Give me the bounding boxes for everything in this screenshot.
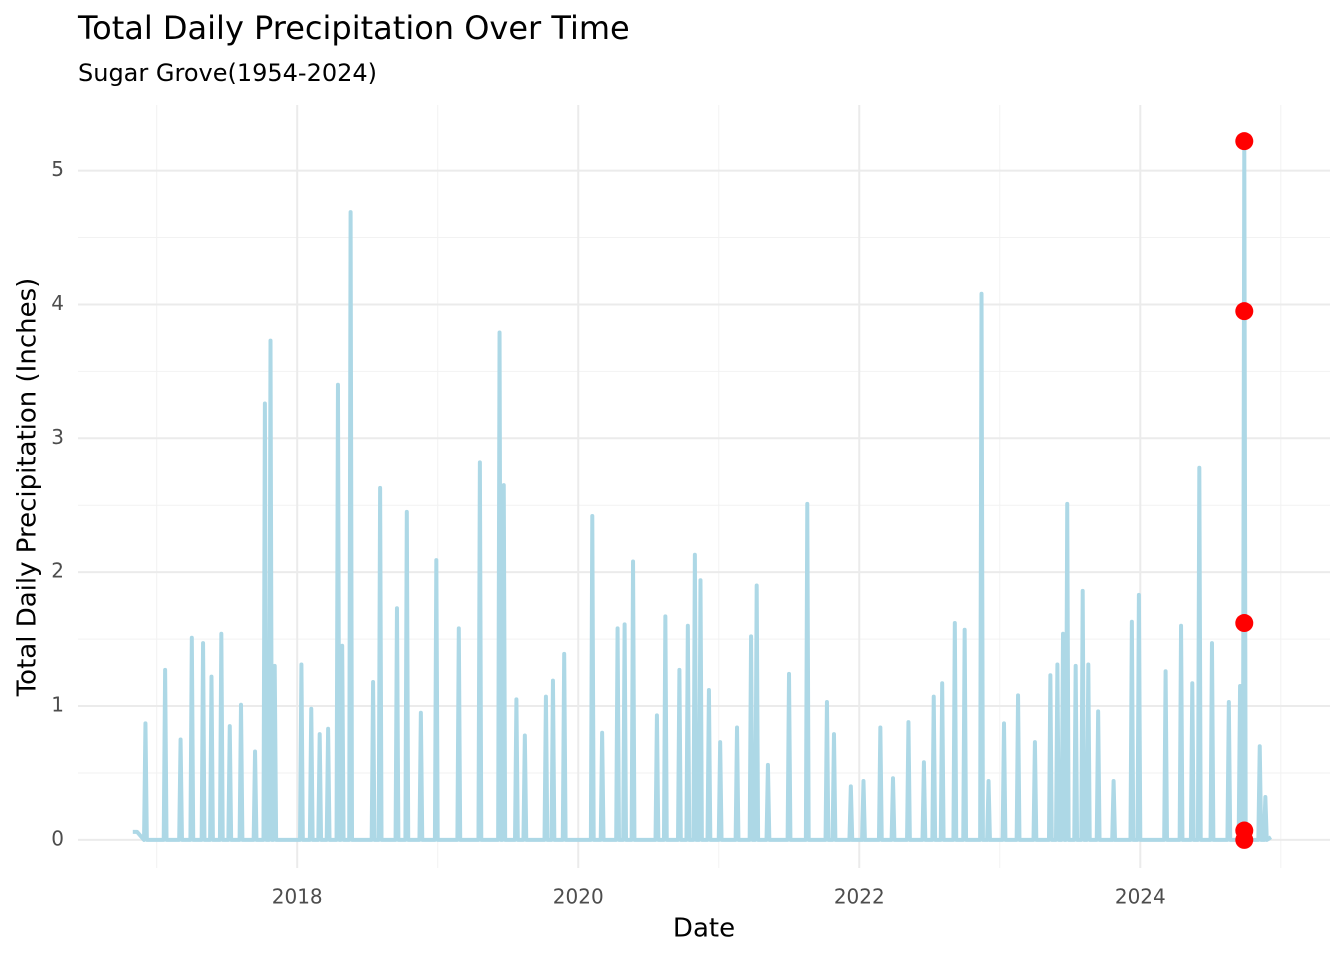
highlight-point bbox=[1235, 614, 1254, 633]
highlight-point bbox=[1235, 132, 1254, 151]
y-tick-label: 4 bbox=[51, 291, 64, 315]
y-tick-label: 0 bbox=[51, 826, 64, 850]
highlight-point bbox=[1235, 302, 1254, 321]
x-tick-label: 2018 bbox=[272, 885, 323, 909]
y-tick-label: 5 bbox=[51, 157, 64, 181]
x-tick-label: 2022 bbox=[834, 885, 885, 909]
x-tick-label: 2020 bbox=[553, 885, 604, 909]
highlight-point bbox=[1235, 830, 1254, 849]
precipitation-line bbox=[132, 139, 1273, 842]
chart-subtitle: Sugar Grove(1954-2024) bbox=[78, 59, 377, 87]
plot-area bbox=[132, 132, 1273, 849]
x-tick-label: 2024 bbox=[1115, 885, 1166, 909]
y-axis-label: Total Daily Precipitation (Inches) bbox=[13, 278, 43, 698]
chart-title: Total Daily Precipitation Over Time bbox=[77, 9, 630, 47]
x-axis-label: Date bbox=[673, 914, 735, 944]
y-tick-label: 3 bbox=[51, 425, 64, 449]
y-tick-label: 2 bbox=[51, 559, 64, 583]
y-tick-label: 1 bbox=[51, 693, 64, 717]
